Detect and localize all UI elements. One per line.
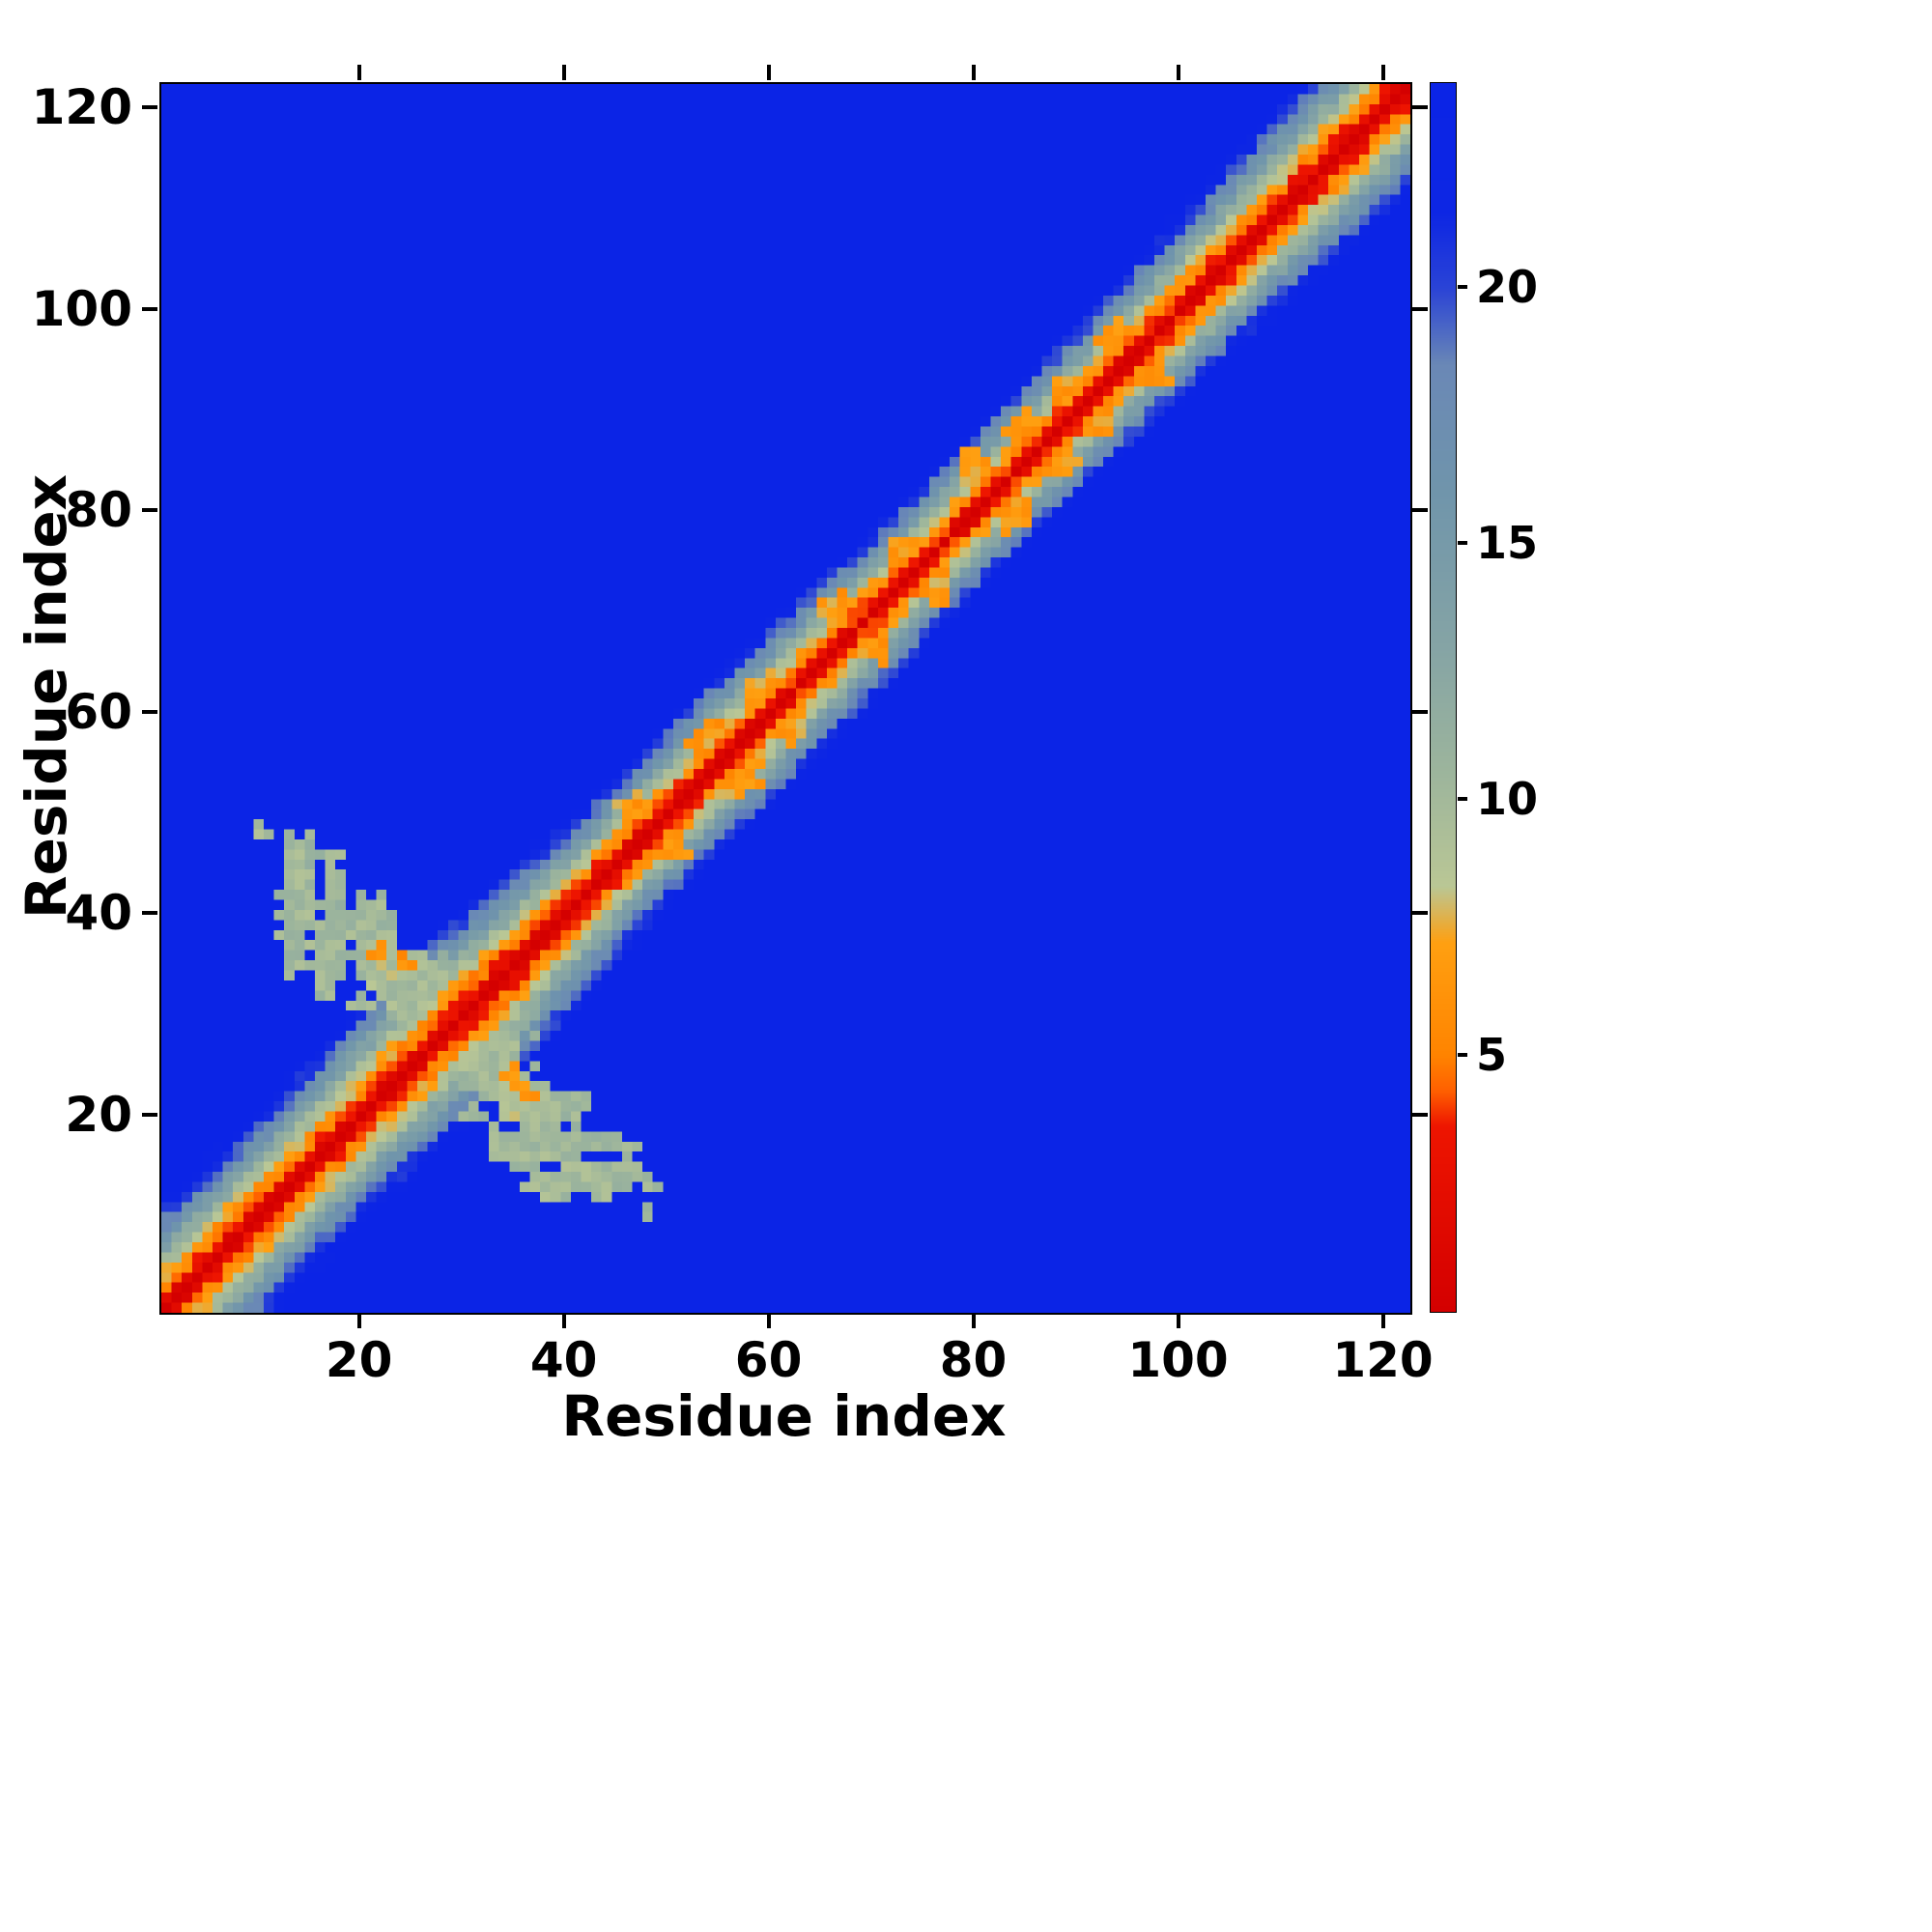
y-tick-mark-right — [1412, 1112, 1428, 1117]
heatmap-canvas — [161, 84, 1410, 1313]
x-tick-mark — [1176, 1313, 1180, 1328]
x-tick-mark — [1380, 1313, 1385, 1328]
x-tick-label: 20 — [325, 1332, 393, 1388]
colorbar-tick-mark — [1458, 797, 1467, 801]
y-tick-label: 60 — [65, 683, 132, 740]
y-tick-mark — [142, 709, 157, 714]
x-tick-label: 100 — [1127, 1332, 1229, 1388]
x-tick-mark-top — [356, 65, 361, 80]
colorbar-tick-mark — [1458, 285, 1467, 289]
y-tick-label: 100 — [31, 280, 132, 337]
colorbar-tick-label: 5 — [1476, 1029, 1508, 1081]
x-tick-mark-top — [766, 65, 771, 80]
colorbar-tick-label: 10 — [1476, 773, 1539, 825]
colorbar-tick-mark — [1458, 541, 1467, 545]
x-tick-label: 80 — [939, 1332, 1008, 1388]
x-tick-mark-top — [1380, 65, 1385, 80]
colorbar-tick-label: 15 — [1476, 517, 1539, 569]
y-tick-mark — [142, 1112, 157, 1117]
heatmap-plot — [159, 82, 1412, 1315]
x-tick-label: 60 — [734, 1332, 803, 1388]
y-tick-mark — [142, 306, 157, 311]
y-tick-label: 40 — [65, 885, 132, 942]
x-tick-mark — [766, 1313, 771, 1328]
x-tick-mark — [971, 1313, 976, 1328]
x-tick-mark — [356, 1313, 361, 1328]
y-tick-mark — [142, 105, 157, 110]
x-tick-mark — [561, 1313, 566, 1328]
y-tick-mark-right — [1412, 709, 1428, 714]
colorbar-tick-label: 20 — [1476, 261, 1539, 313]
x-tick-mark-top — [971, 65, 976, 80]
y-tick-mark-right — [1412, 508, 1428, 513]
colorbar-canvas — [1431, 83, 1456, 1312]
x-tick-label: 120 — [1332, 1332, 1434, 1388]
x-tick-mark-top — [561, 65, 566, 80]
y-tick-mark-right — [1412, 306, 1428, 311]
y-tick-mark-right — [1412, 911, 1428, 916]
x-tick-label: 40 — [529, 1332, 598, 1388]
x-axis-label: Residue index — [561, 1383, 1007, 1449]
y-tick-label: 80 — [65, 482, 132, 539]
colorbar-tick-mark — [1458, 1053, 1467, 1057]
colorbar — [1430, 82, 1457, 1313]
y-axis-label: Residue index — [14, 473, 79, 920]
y-tick-label: 120 — [31, 79, 132, 136]
y-tick-mark-right — [1412, 105, 1428, 110]
y-tick-mark — [142, 508, 157, 513]
x-tick-mark-top — [1176, 65, 1180, 80]
y-tick-label: 20 — [65, 1086, 132, 1143]
y-tick-mark — [142, 911, 157, 916]
